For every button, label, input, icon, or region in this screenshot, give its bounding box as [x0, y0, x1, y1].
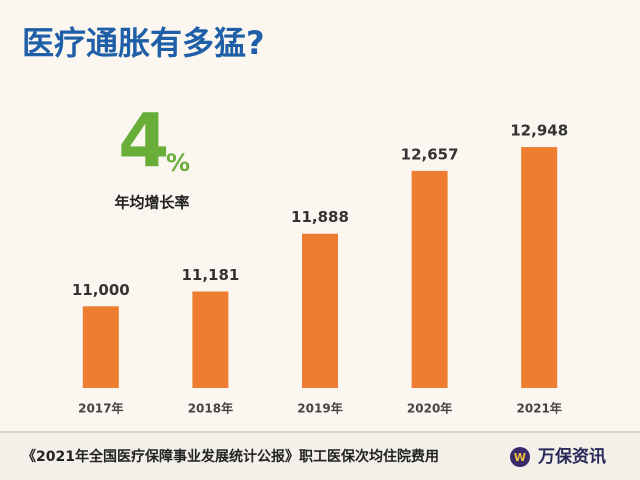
- bar: [411, 170, 448, 388]
- bar: [192, 291, 229, 388]
- value-label: 11,888: [291, 208, 349, 226]
- annotation-value: 4: [118, 99, 170, 185]
- x-tick-label: 2021年: [516, 401, 561, 416]
- x-tick-label: 2017年: [78, 401, 123, 416]
- value-label: 12,657: [401, 145, 459, 163]
- brand-logo-mark: W: [514, 451, 526, 464]
- x-tick-label: 2019年: [297, 401, 342, 416]
- annotation-unit: %: [166, 149, 190, 177]
- bar: [521, 147, 558, 388]
- footer-background: [0, 433, 640, 480]
- value-label: 11,000: [72, 281, 130, 299]
- bar: [302, 233, 338, 388]
- brand-logo: [510, 447, 530, 467]
- footer-source: 《2021年全国医疗保障事业发展统计公报》职工医保次均住院费用: [22, 448, 439, 465]
- x-tick-label: 2020年: [407, 401, 452, 416]
- value-label: 11,181: [181, 266, 239, 284]
- annotation-label: 年均增长率: [114, 194, 189, 212]
- chart-title: 医疗通胀有多猛?: [22, 24, 265, 62]
- footer-brand: 万保资讯: [537, 446, 606, 467]
- value-label: 12,948: [510, 122, 568, 140]
- x-tick-label: 2018年: [188, 401, 233, 416]
- bar: [82, 306, 119, 388]
